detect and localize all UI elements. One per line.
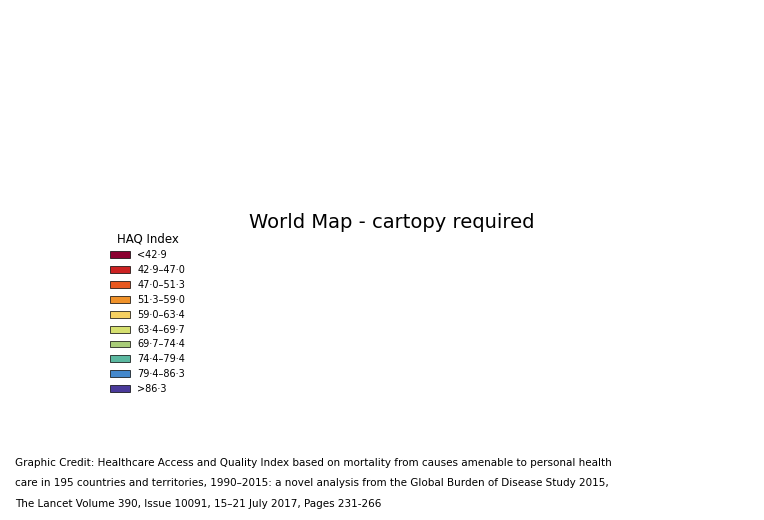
Text: The Lancet Volume 390, Issue 10091, 15–21 July 2017, Pages 231-266: The Lancet Volume 390, Issue 10091, 15–2… (15, 499, 382, 509)
Text: World Map - cartopy required: World Map - cartopy required (249, 213, 534, 232)
Text: Graphic Credit: Healthcare Access and Quality Index based on mortality from caus: Graphic Credit: Healthcare Access and Qu… (15, 458, 612, 467)
Text: care in 195 countries and territories, 1990–2015: a novel analysis from the Glob: care in 195 countries and territories, 1… (15, 478, 609, 488)
Legend: <42·9, 42·9–47·0, 47·0–51·3, 51·3–59·0, 59·0–63·4, 63·4–69·7, 69·7–74·4, 74·4–79: <42·9, 42·9–47·0, 47·0–51·3, 51·3–59·0, … (106, 228, 189, 398)
